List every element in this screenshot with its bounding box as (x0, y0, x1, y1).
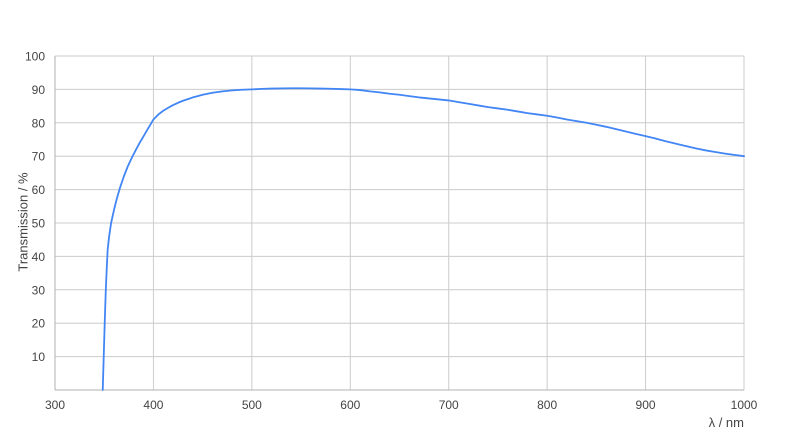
y-tick-label: 90 (32, 83, 46, 97)
x-tick-label: 900 (636, 398, 656, 412)
x-tick-label: 500 (242, 398, 262, 412)
transmission-curve (101, 87, 745, 391)
x-tick-label: 1000 (731, 398, 758, 412)
y-axis-title: Transmission / % (15, 172, 31, 272)
y-tick-label: 30 (32, 283, 46, 297)
y-tick-label: 60 (32, 183, 46, 197)
x-tick-label: 300 (45, 398, 65, 412)
y-tick-label: 50 (32, 217, 46, 231)
x-tick-label: 600 (340, 398, 360, 412)
y-tick-label: 80 (32, 116, 46, 130)
y-tick-label: 10 (32, 350, 46, 364)
y-tick-label: 40 (32, 250, 46, 264)
y-tick-label: 20 (32, 317, 46, 331)
y-tick-label: 70 (32, 150, 46, 164)
x-tick-label: 400 (143, 398, 163, 412)
x-tick-label: 700 (439, 398, 459, 412)
y-tick-label: 100 (25, 50, 45, 64)
x-axis-title: λ / nm (708, 415, 744, 430)
x-tick-label: 800 (537, 398, 557, 412)
